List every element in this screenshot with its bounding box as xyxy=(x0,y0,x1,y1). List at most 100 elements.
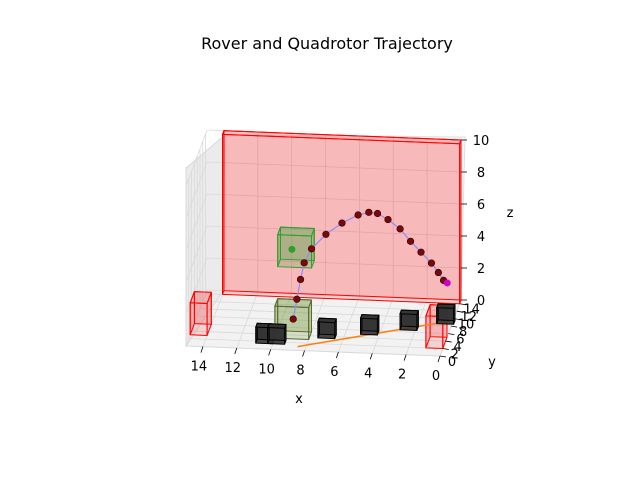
x-tick-mark xyxy=(200,346,204,353)
y-tick-label: 8 xyxy=(459,325,467,340)
quad-point xyxy=(434,268,442,277)
rover-box-face xyxy=(399,309,420,316)
z-tick-label: 6 xyxy=(477,198,485,213)
y-tick-mark xyxy=(439,355,447,358)
y-tick-mark xyxy=(451,325,458,328)
grid-line-z-back xyxy=(206,193,462,205)
x-axis-ticks: 14 12 10 8 6 4 2 0 xyxy=(191,346,441,384)
quad-point xyxy=(373,209,382,218)
grid-line-z xyxy=(185,129,208,187)
rover-box xyxy=(435,303,456,325)
start-dot xyxy=(288,245,296,253)
rover-box-face xyxy=(317,317,337,324)
grid-line-z xyxy=(185,289,208,347)
y-tick-mark xyxy=(448,333,455,335)
x-tick-mark xyxy=(403,354,407,361)
x-tick-label: 12 xyxy=(225,361,242,376)
rover-box-layer xyxy=(255,303,456,345)
obstacle-back-wall-face xyxy=(222,130,225,295)
z-axis-label: z xyxy=(507,206,514,221)
y-tick-label: 14 xyxy=(463,303,480,318)
quad-point xyxy=(354,211,362,219)
x-tick-label: 2 xyxy=(398,368,406,383)
grid-line-x xyxy=(304,294,326,351)
y-tick-mark xyxy=(456,310,463,313)
obstacle-left-pillar xyxy=(189,291,213,337)
y-tick-label: 10 xyxy=(458,318,475,333)
quad-point xyxy=(307,245,316,253)
end-dot xyxy=(443,279,451,287)
quad-point xyxy=(289,315,297,323)
grid-line-z xyxy=(185,193,208,251)
grid-line-z-back xyxy=(206,225,462,237)
rover-box-face xyxy=(435,303,456,309)
grid-line-x xyxy=(338,295,360,353)
x-tick-label: 8 xyxy=(296,364,304,379)
y-tick-mark xyxy=(445,340,452,343)
grid-line-z-back xyxy=(206,257,462,269)
y-tick-mark xyxy=(442,348,449,350)
quad-point xyxy=(417,248,425,256)
obstacle-back-wall-face xyxy=(221,130,462,145)
chart-title: Rover and Quadrotor Trajectory xyxy=(201,34,453,53)
y-tick-mark xyxy=(459,303,466,306)
obstacle-back-wall-face xyxy=(459,139,462,304)
z-axis-ticks: 0 2 4 6 8 10 xyxy=(461,134,489,309)
z-tick-label: 4 xyxy=(477,230,485,245)
grid-line-x xyxy=(236,291,259,349)
quad-point xyxy=(338,219,346,227)
x-tick-mark xyxy=(234,347,238,355)
grid-line-y xyxy=(202,300,457,312)
x-tick-mark xyxy=(302,350,305,357)
x-tick-label: 4 xyxy=(364,366,372,381)
grid-line-z xyxy=(185,225,208,283)
x-tick-label: 6 xyxy=(330,365,338,380)
quad-point xyxy=(384,215,392,224)
rover-box xyxy=(266,323,287,345)
obstacle-layer xyxy=(189,130,462,350)
y-tick-mark xyxy=(453,318,461,321)
grid-line-y xyxy=(185,345,441,357)
rover-box xyxy=(359,314,380,336)
quad-point xyxy=(427,259,436,267)
point-layer xyxy=(288,208,451,323)
z-tick-label: 0 xyxy=(477,294,485,309)
rover-box-face xyxy=(266,323,287,329)
x-tick-label: 0 xyxy=(432,369,440,384)
grid-line-x xyxy=(202,290,225,347)
goal-box-face xyxy=(276,226,316,237)
quad-point xyxy=(406,237,415,245)
rover-box xyxy=(317,317,337,340)
y-tick-label: 2 xyxy=(451,348,459,363)
rover-box-face xyxy=(359,314,380,320)
quad-point xyxy=(293,295,301,303)
obstacle-back-wall-face xyxy=(223,130,462,301)
y-tick-label: 0 xyxy=(448,355,456,370)
x-tick-label: 10 xyxy=(258,362,275,377)
quad-point xyxy=(300,259,308,267)
x-tick-mark xyxy=(268,349,272,356)
x-tick-mark xyxy=(336,351,339,359)
x-axis-label: x xyxy=(295,392,303,407)
x-tick-label: 14 xyxy=(191,360,208,375)
grid-line-z xyxy=(185,257,208,315)
y-tick-label: 6 xyxy=(456,333,464,348)
quad-point xyxy=(322,230,330,238)
grid-line-x xyxy=(371,297,394,354)
rover-box xyxy=(399,309,420,332)
y-axis-label: y xyxy=(488,355,496,370)
quad-point xyxy=(396,225,404,233)
z-tick-label: 10 xyxy=(473,134,490,149)
y-tick-label: 4 xyxy=(453,340,461,355)
start-box-face xyxy=(274,298,313,309)
quad-point xyxy=(296,275,305,284)
grid-line-z-back xyxy=(206,161,462,173)
obstacle-back-wall xyxy=(221,130,462,305)
x-tick-mark xyxy=(369,353,373,360)
z-tick-label: 8 xyxy=(477,166,485,181)
z-tick-label: 2 xyxy=(477,262,485,277)
start-box xyxy=(274,298,313,341)
y-tick-label: 12 xyxy=(461,310,478,325)
